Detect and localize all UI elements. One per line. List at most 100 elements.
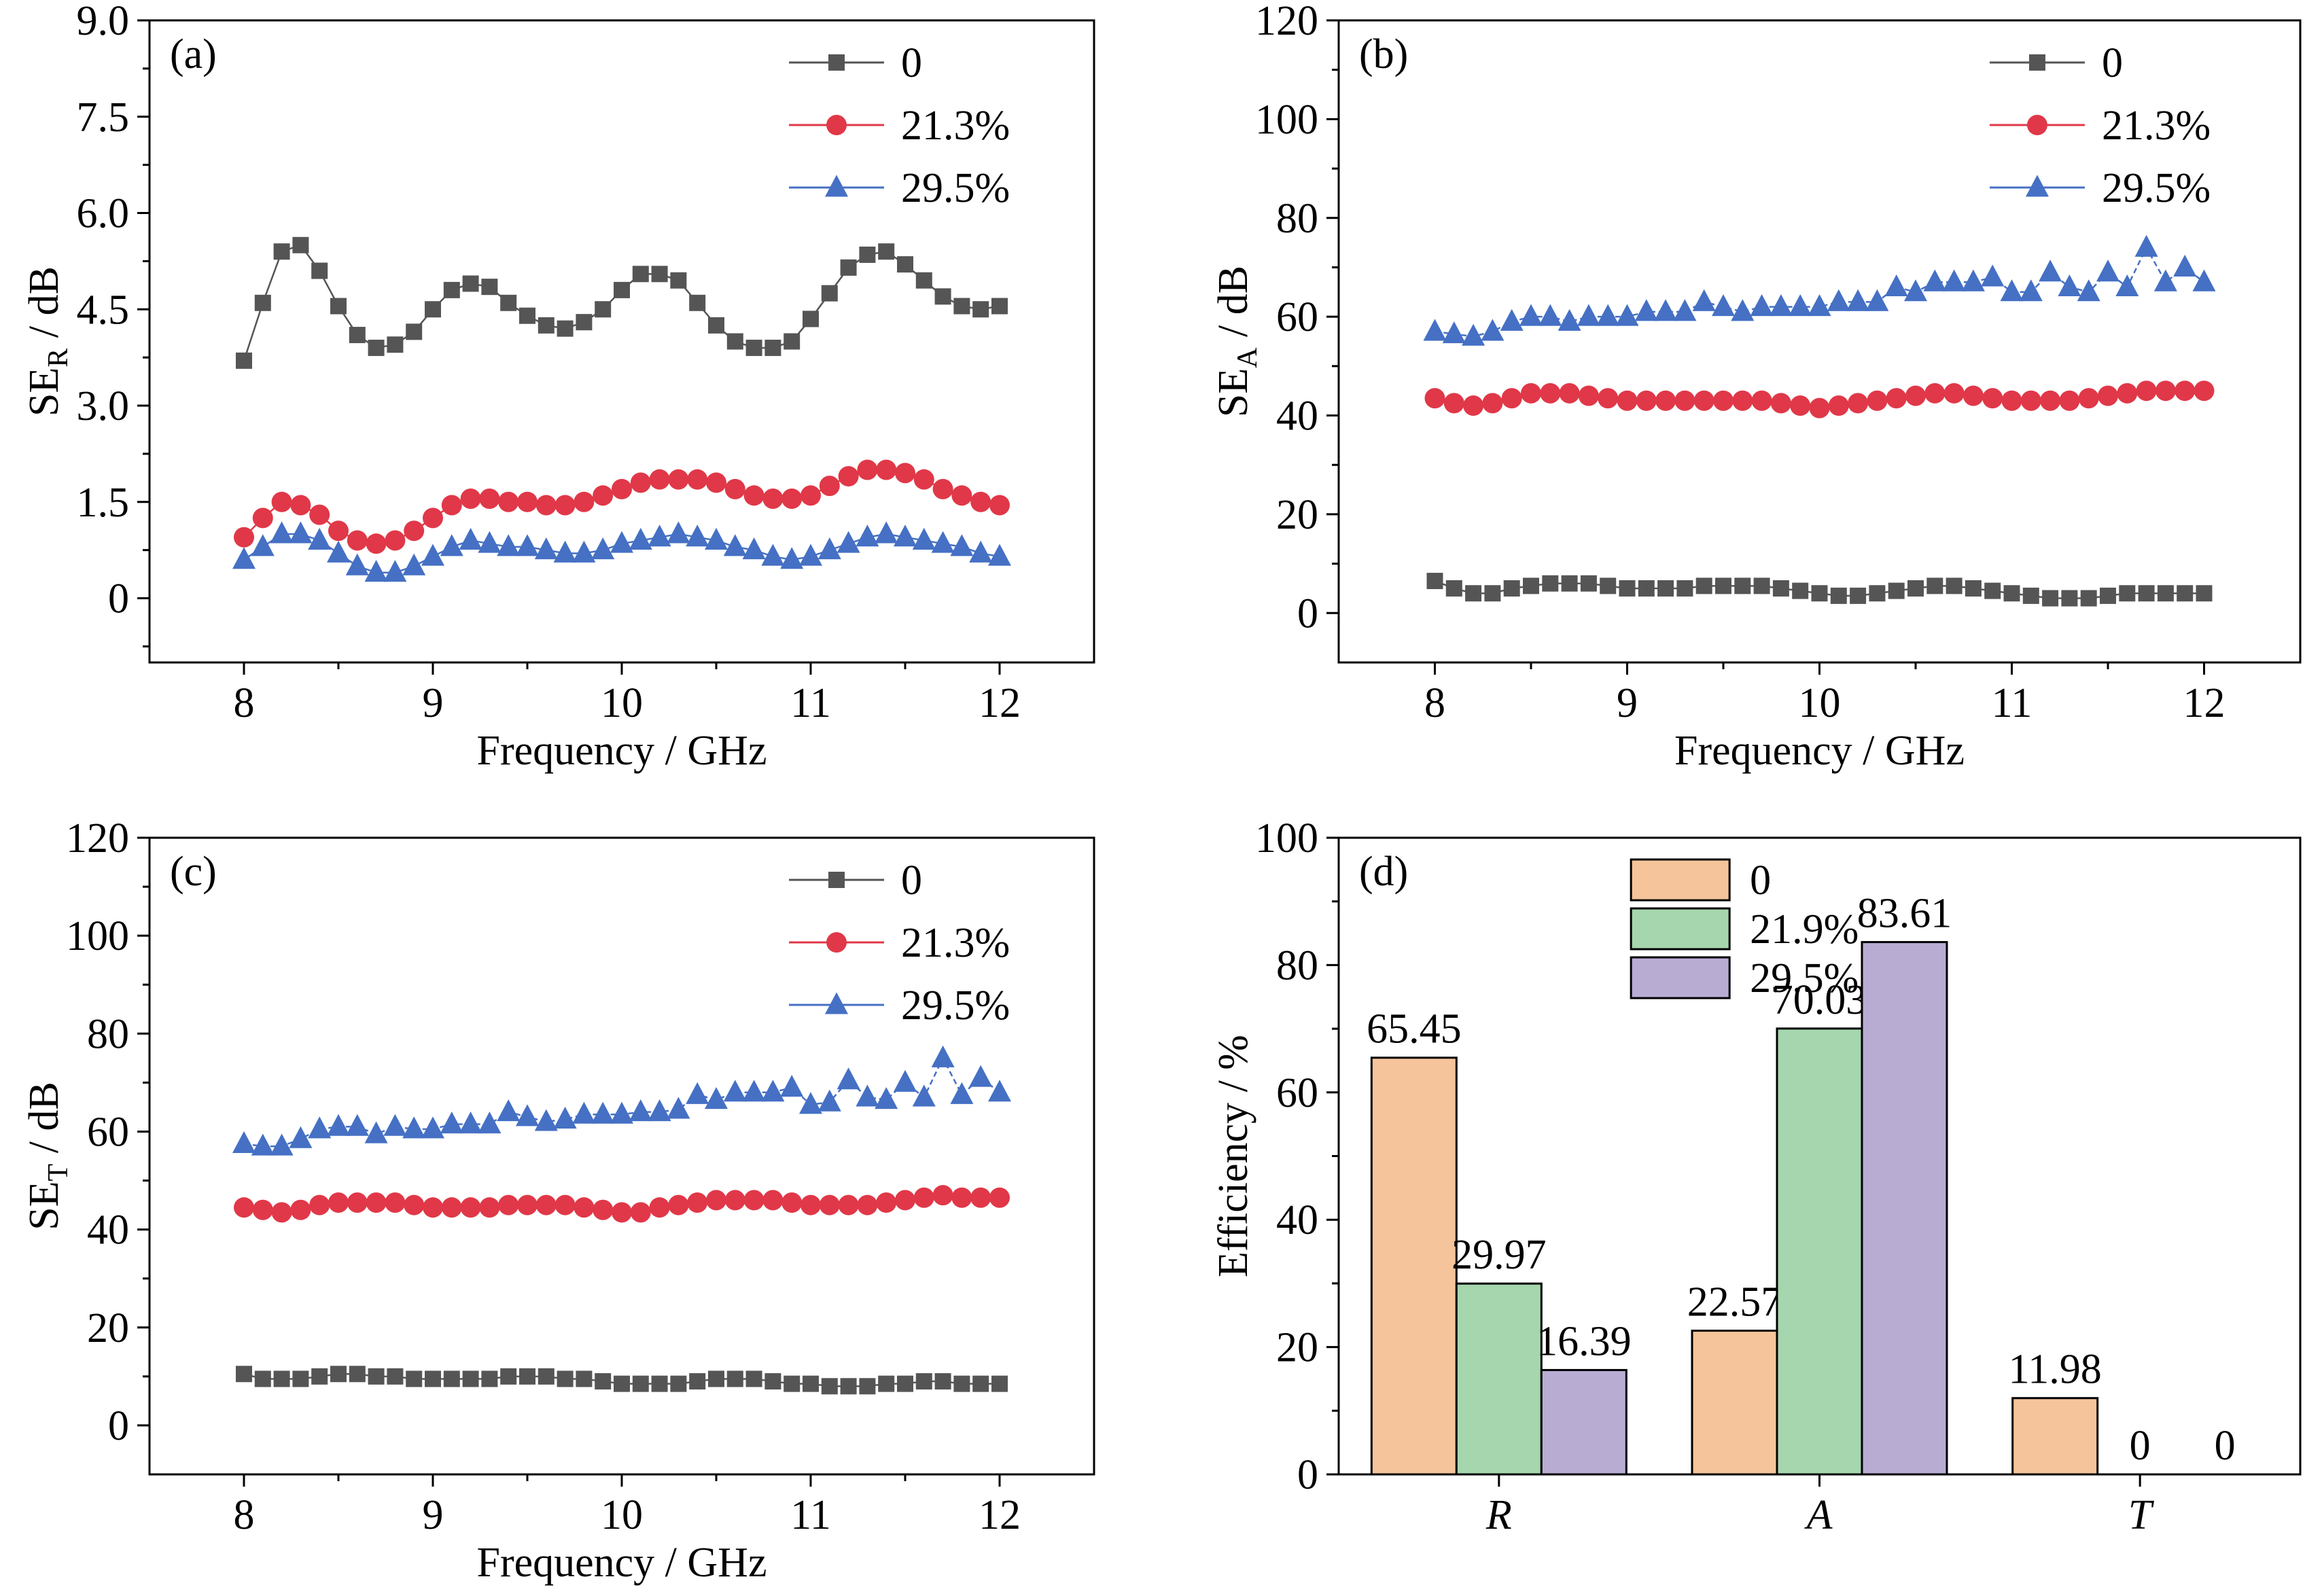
data-point [951,1187,972,1208]
data-point [1888,582,1905,599]
data-point [2157,585,2174,602]
legend-marker [828,872,845,888]
panel-3: 0 20 40 60 80 100 Efficiency / % (d) R 65.45 29.97… [1210,815,2302,1538]
data-point [912,527,936,550]
data-point [1654,299,1678,321]
data-point [705,1087,728,1110]
series-2 [232,521,1011,582]
data-point [1580,575,1597,592]
data-point [254,294,271,311]
data-point [784,333,800,350]
data-point [1442,321,1466,344]
data-point [817,1089,841,1112]
data-point [649,1197,670,1218]
data-point [821,285,838,302]
data-point [2061,590,2078,607]
data-point [2173,254,2197,277]
data-point [309,1194,330,1216]
bar-value-label: 29.97 [1451,1232,1547,1278]
data-point [1769,294,1793,317]
data-point [857,1194,878,1216]
bar [1776,1027,1863,1476]
data-point [2077,279,2100,302]
data-point [817,537,841,560]
data-point [800,1194,821,1216]
x-tick-label: 10 [601,680,643,726]
data-point [629,527,652,550]
data-point [1907,580,1924,597]
data-point [460,1197,481,1218]
data-point [610,531,633,553]
data-point [347,530,368,551]
data-point [951,485,972,506]
bar-value-label: 0 [2130,1423,2151,1469]
data-point [234,527,254,548]
data-point [742,537,766,560]
data-point [328,1192,349,1213]
data-point [1961,269,1985,291]
data-point [878,1375,895,1392]
data-point [1789,294,1812,317]
data-point [1770,393,1791,414]
x-tick-label: 11 [790,680,831,726]
data-point [762,1190,784,1211]
data-point [423,508,443,529]
data-point [595,301,612,318]
y-tick-label: 20 [1276,492,1318,538]
legend-label: 21.3% [2102,103,2211,149]
x-tick-label: 11 [1992,680,2033,726]
data-point [780,1074,804,1097]
data-point [519,307,535,324]
data-point [876,459,897,480]
data-point [1481,319,1505,341]
data-point [292,1370,309,1387]
data-point [894,525,917,547]
bar-value-label: 0 [2215,1423,2236,1469]
data-point [2042,590,2059,607]
data-point [441,495,462,516]
data-point [1617,390,1638,411]
data-point [614,281,630,298]
legend-marker [826,115,847,135]
data-point [366,533,387,554]
data-point [614,1375,630,1392]
data-point [574,1197,595,1218]
data-point [838,1194,859,1216]
data-point [761,544,785,566]
data-point [1790,395,1811,416]
x-axis-title: Frequency / GHz [477,1540,767,1586]
data-point [311,262,328,279]
data-point [553,540,577,563]
data-point [895,463,915,484]
data-point [2196,585,2213,602]
legend-label: 0 [901,40,922,86]
data-point [859,246,876,263]
data-point [460,489,481,510]
x-tick-label: T [2128,1492,2155,1538]
data-point [593,1199,614,1220]
data-point [402,553,426,575]
data-point [800,485,821,506]
data-point [327,1114,350,1136]
data-point [1462,323,1485,346]
data-point [934,1373,951,1390]
panel-label: (d) [1359,849,1408,895]
bar [1540,1368,1627,1476]
data-point [859,1378,876,1395]
data-point [632,1375,649,1392]
bar-value-label: 70.03 [1772,977,1867,1023]
data-point [648,1099,671,1122]
data-point [1540,383,1561,404]
data-point [576,314,593,331]
data-point [500,1368,517,1385]
data-point [856,1084,879,1107]
data-point [651,266,668,283]
data-point [668,469,689,490]
data-point [387,1368,404,1385]
data-point [232,1131,256,1153]
data-point [745,339,762,356]
data-point [500,294,517,311]
y-tick-label: 80 [1276,196,1318,242]
data-point [421,544,444,566]
data-point [478,1112,502,1134]
